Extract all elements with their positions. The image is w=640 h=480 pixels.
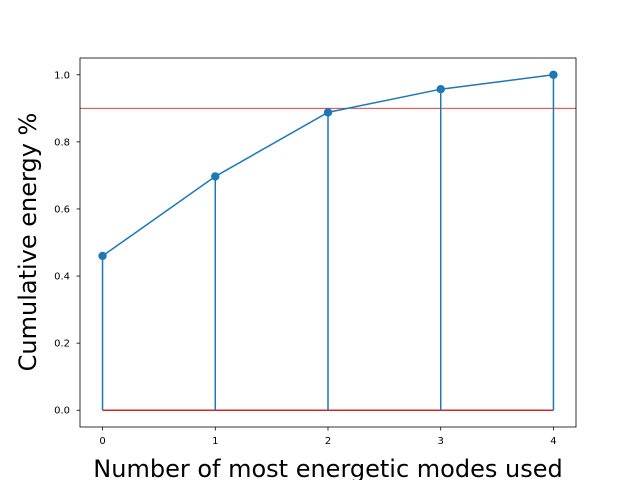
y-tick-label: 1.0	[54, 70, 70, 81]
y-tick-label: 0.6	[54, 204, 70, 215]
data-point	[436, 84, 445, 94]
x-tick-label: 4	[550, 436, 556, 447]
x-tick-label: 1	[212, 436, 218, 447]
x-tick-label: 0	[99, 436, 105, 447]
data-point	[323, 108, 333, 117]
data-point	[211, 172, 220, 181]
x-tick-label: 2	[325, 436, 331, 447]
y-axis-label: Cumulative energy %	[14, 113, 42, 372]
y-tick-label: 0.0	[54, 406, 70, 417]
x-tick-label: 3	[438, 436, 444, 447]
data-point	[98, 251, 107, 261]
y-tick-label: 0.2	[54, 339, 70, 350]
y-tick-label: 0.4	[54, 272, 70, 283]
data-point	[549, 70, 558, 79]
y-tick-label: 0.8	[54, 137, 70, 148]
x-axis-label: Number of most energetic modes used	[93, 455, 562, 480]
